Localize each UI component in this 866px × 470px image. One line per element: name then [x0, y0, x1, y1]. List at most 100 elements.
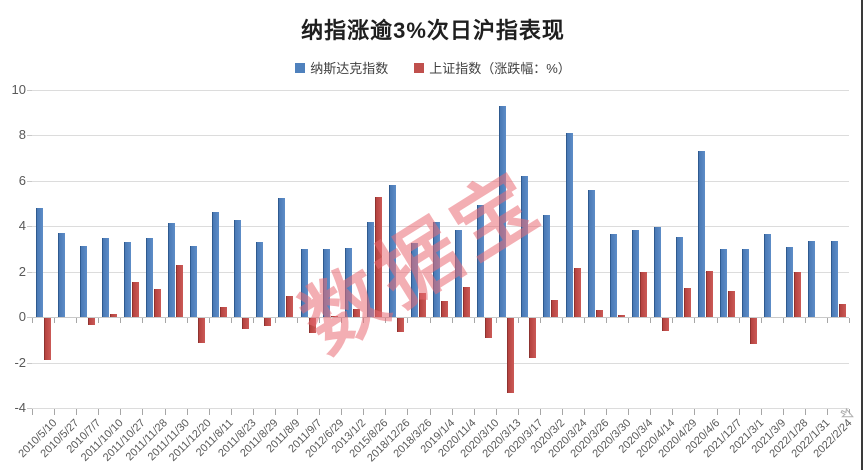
x-axis-tick [650, 409, 652, 415]
y-axis-tick [27, 90, 32, 91]
bar-nasdaq [57, 233, 65, 318]
bar-nasdaq [653, 227, 661, 318]
zero-axis-tick [319, 318, 321, 324]
bar-nasdaq [278, 197, 286, 318]
bar-sse [87, 318, 95, 325]
bar-sse [485, 318, 493, 339]
y-axis-tick [27, 362, 32, 364]
bar-sse [617, 314, 625, 318]
bar-nasdaq [433, 221, 440, 318]
bar-sse [43, 318, 51, 361]
zero-axis-tick [164, 318, 166, 324]
x-axis-tick [473, 409, 475, 415]
x-axis-tick [142, 409, 144, 415]
zero-axis-tick [208, 318, 210, 324]
x-axis-tick [54, 409, 56, 415]
legend: 纳斯达克指数 上证指数（涨跌幅：%） [0, 58, 866, 77]
x-axis-tick [451, 409, 453, 415]
x-axis-tick [98, 409, 100, 415]
bar-nasdaq [631, 229, 639, 318]
x-axis-tick [716, 409, 718, 415]
zero-axis-tick [230, 318, 232, 324]
zero-axis-tick [517, 318, 519, 324]
bar-sse [794, 271, 802, 318]
x-axis-tick [76, 409, 78, 415]
bar-sse [176, 264, 183, 318]
gridline [32, 226, 849, 228]
bar-sse [242, 318, 250, 330]
x-axis-tick [120, 409, 122, 415]
y-axis-tick [27, 408, 32, 409]
gridline [32, 408, 849, 409]
bar-nasdaq [256, 242, 264, 318]
bar-sse [308, 318, 316, 333]
bar-sse [220, 306, 228, 318]
bar-sse [639, 271, 647, 318]
bar-nasdaq [720, 249, 728, 318]
mouse-cursor-icon [840, 407, 854, 418]
x-axis-tick [584, 409, 585, 415]
bar-sse [441, 301, 448, 318]
y-axis-tick [27, 226, 32, 228]
bar-nasdaq [609, 234, 617, 318]
x-axis-tick [561, 409, 563, 415]
bar-nasdaq [366, 221, 374, 318]
x-axis-tick [363, 409, 365, 415]
x-axis-tick [760, 409, 762, 415]
bar-sse [286, 295, 294, 318]
gridline [32, 90, 849, 91]
y-axis-label: 2 [18, 263, 26, 279]
y-axis-tick [27, 135, 32, 137]
bar-nasdaq [830, 241, 838, 318]
bar-nasdaq [543, 214, 551, 318]
zero-axis-tick [186, 318, 188, 324]
legend-item-nasdaq: 纳斯达克指数 [295, 58, 388, 77]
y-axis-label: 0 [18, 309, 26, 325]
bar-sse [131, 281, 139, 318]
bar-nasdaq [101, 237, 109, 318]
zero-axis-tick [274, 318, 276, 324]
gridline [32, 317, 849, 319]
y-axis-tick [27, 271, 32, 273]
y-axis-label: -2 [14, 354, 26, 370]
zero-axis-tick [628, 318, 630, 324]
bar-nasdaq [322, 249, 330, 318]
bar-nasdaq [300, 249, 308, 318]
bar-sse [198, 318, 206, 344]
y-axis-label: 10 [11, 82, 26, 97]
bar-nasdaq [675, 236, 683, 318]
y-axis-tick [27, 180, 32, 182]
x-axis-tick [252, 409, 254, 415]
bar-sse [264, 318, 272, 327]
zero-axis-tick [252, 318, 254, 324]
zero-axis-tick [849, 318, 850, 324]
bar-nasdaq [79, 245, 87, 318]
bar-nasdaq [410, 243, 418, 318]
x-axis-tick [164, 409, 166, 415]
y-axis-label: 4 [18, 218, 26, 234]
legend-swatch-sse-icon [414, 62, 425, 73]
bar-nasdaq [477, 204, 485, 318]
bar-sse [706, 270, 713, 318]
gridline [32, 135, 849, 137]
bar-nasdaq [123, 242, 131, 318]
gridline [32, 180, 849, 182]
zero-axis-tick [407, 318, 409, 324]
bar-nasdaq [499, 105, 507, 318]
x-axis-tick [694, 409, 696, 415]
zero-axis-tick [385, 318, 387, 324]
bar-nasdaq [565, 133, 573, 318]
zero-axis-tick [738, 318, 740, 324]
zero-axis-tick [32, 318, 33, 324]
chart-title: 纳指涨逾3%次日沪指表现 [301, 18, 565, 43]
bar-sse [330, 316, 338, 318]
bar-sse [750, 318, 758, 345]
zero-axis-tick [473, 318, 475, 324]
bar-sse [153, 288, 161, 318]
zero-axis-tick [782, 318, 784, 324]
zero-axis-tick [495, 318, 497, 324]
zero-axis-tick [451, 318, 453, 324]
bar-sse [573, 268, 581, 318]
bar-nasdaq [388, 185, 396, 318]
legend-label-nasdaq: 纳斯达克指数 [310, 61, 389, 76]
